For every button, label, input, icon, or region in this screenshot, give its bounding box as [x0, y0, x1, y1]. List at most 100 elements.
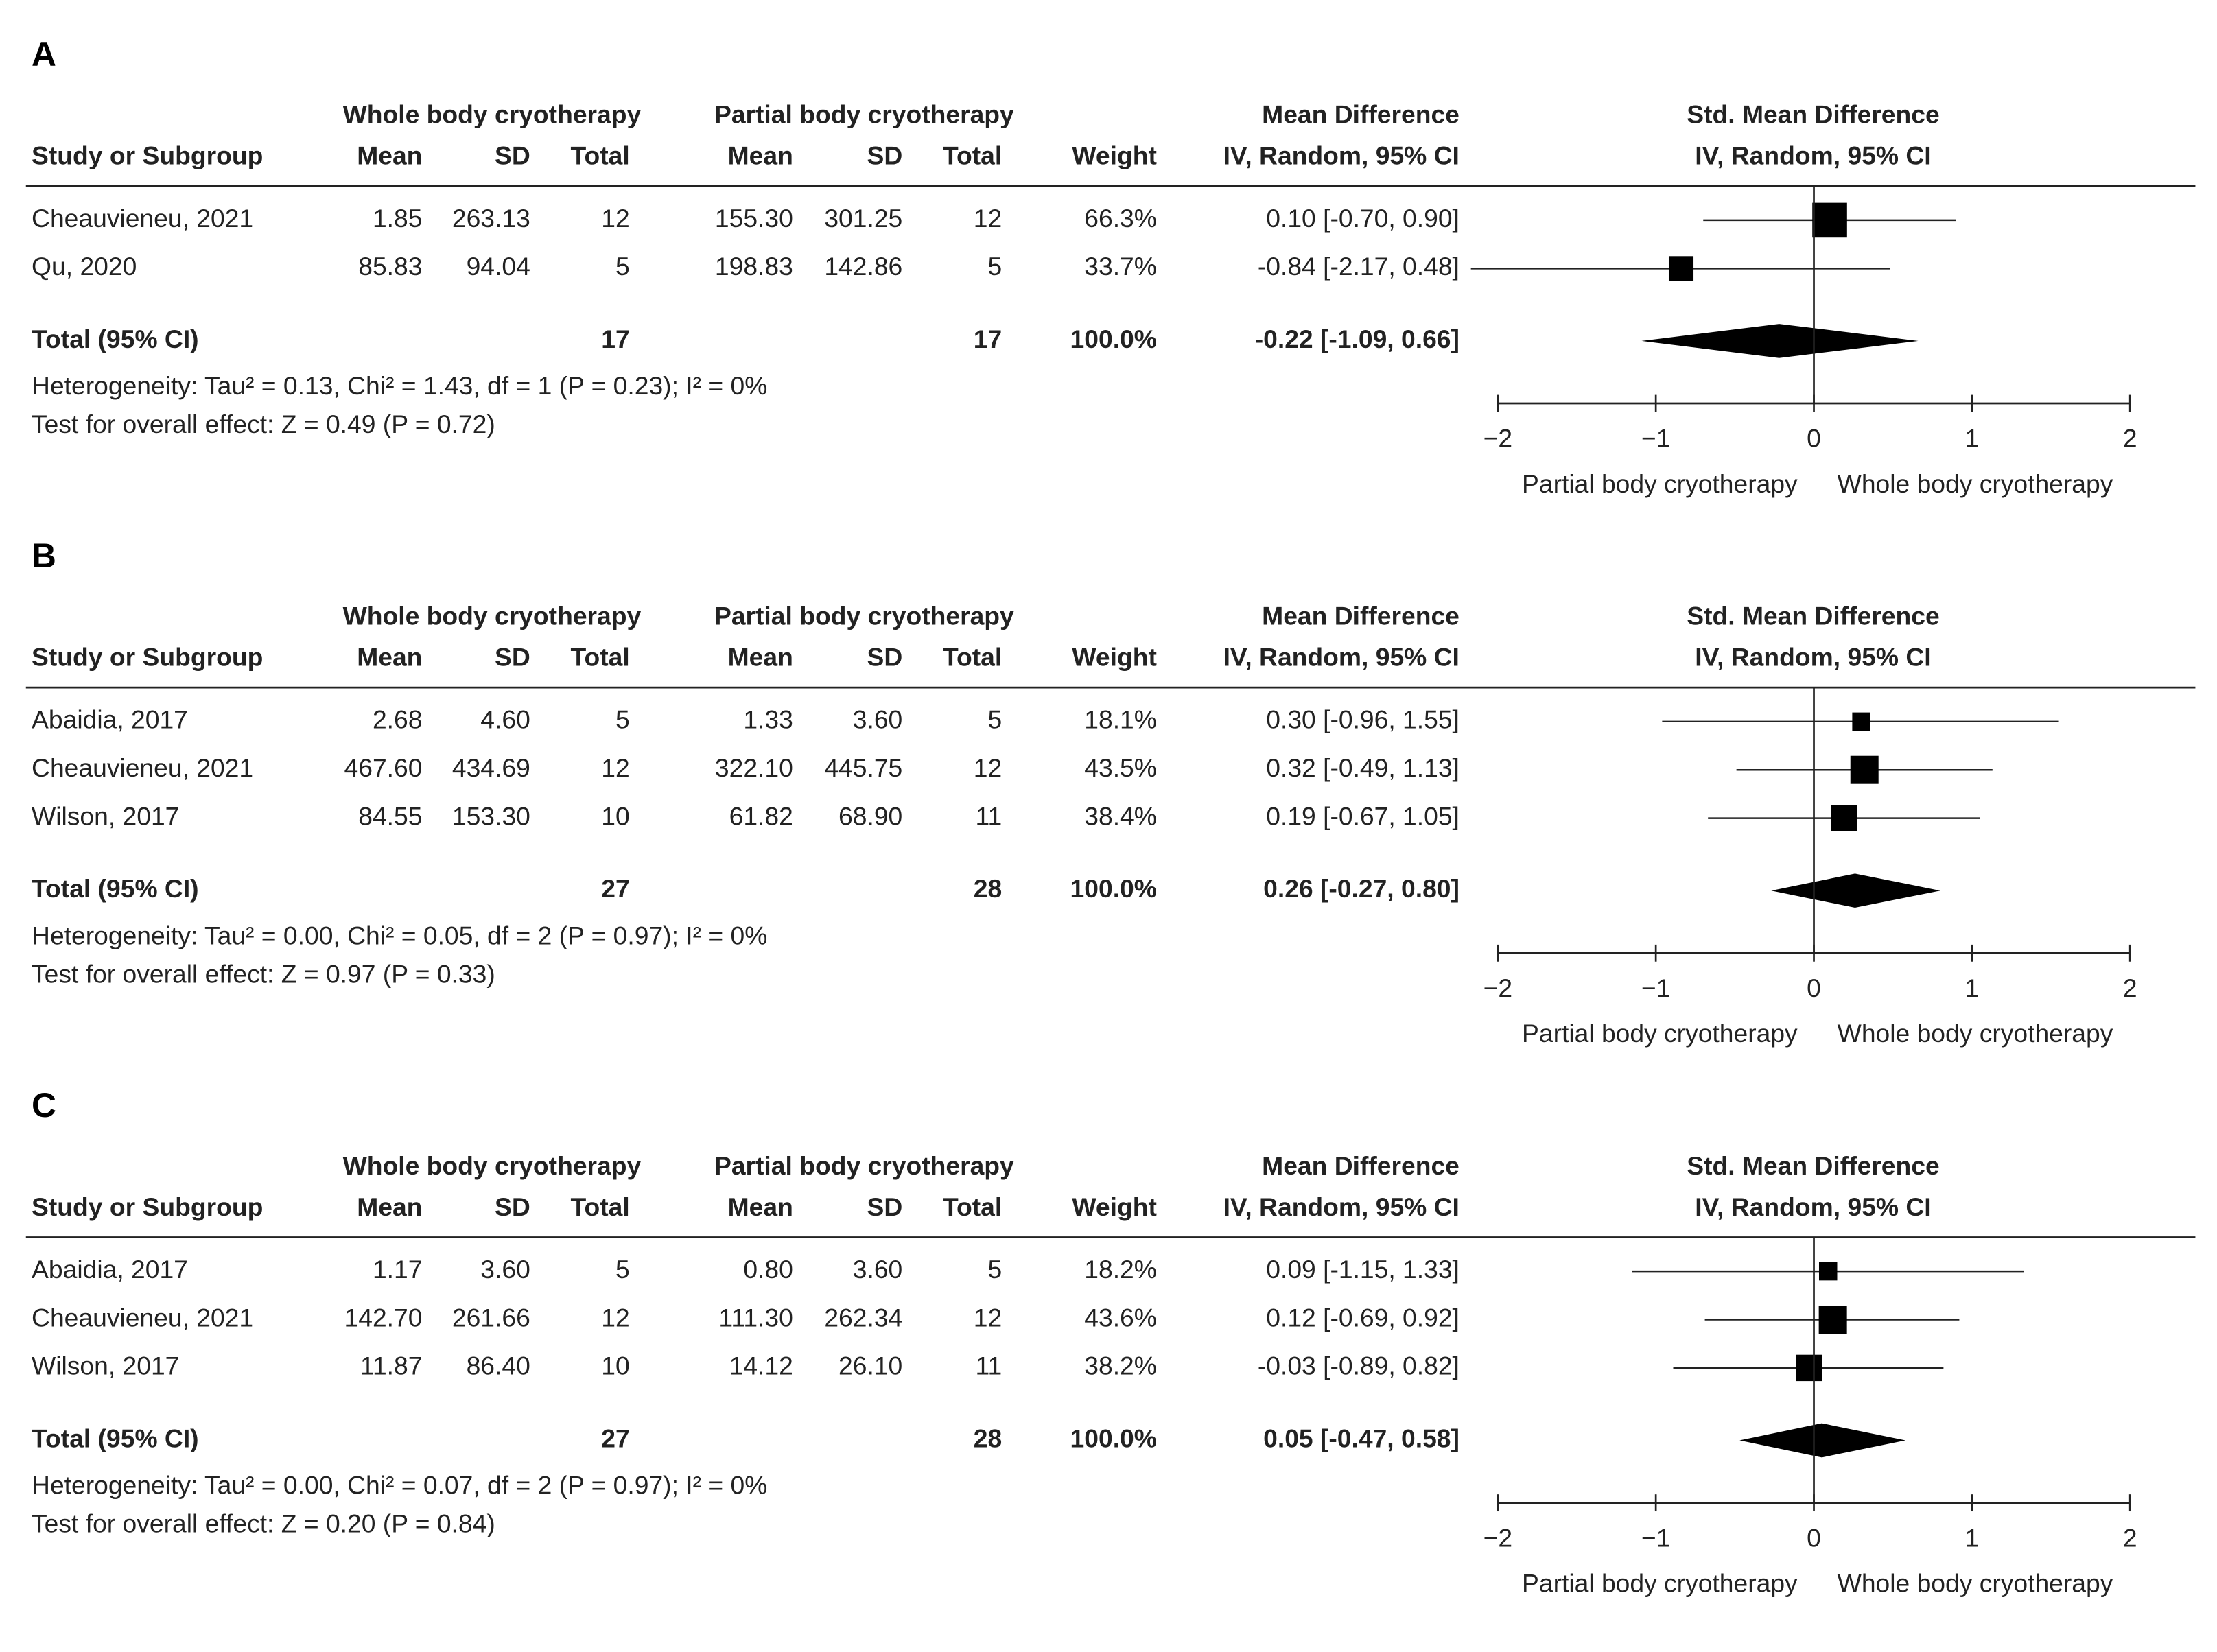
table-cell: 1.33	[743, 705, 793, 734]
column-header: SD	[867, 141, 903, 170]
effect-square	[1812, 202, 1847, 238]
table-cell: 445.75	[824, 753, 902, 782]
column-header: Total	[943, 643, 1002, 672]
table-cell: 84.55	[358, 801, 422, 830]
x-tick-label: −2	[1483, 424, 1512, 453]
effect-square	[1852, 712, 1870, 731]
plot-header: Std. Mean Difference	[1687, 100, 1939, 129]
column-header: Study or Subgroup	[32, 643, 263, 672]
effect-ci: 0.09 [-1.15, 1.33]	[1266, 1255, 1459, 1284]
total-n: 17	[601, 324, 629, 353]
total-ci: -0.22 [-1.09, 0.66]	[1255, 324, 1459, 353]
study-name: Wilson, 2017	[32, 1352, 179, 1380]
total-label: Total (95% CI)	[32, 874, 199, 903]
table-cell: 5	[987, 1255, 1002, 1284]
x-tick-label: 1	[1964, 1523, 1979, 1552]
plot-header: IV, Random, 95% CI	[1695, 1192, 1931, 1221]
study-name: Cheauvieneu, 2021	[32, 1303, 253, 1332]
column-header: Mean	[357, 141, 422, 170]
table-cell: 155.30	[715, 204, 793, 233]
total-ci: 0.05 [-0.47, 0.58]	[1263, 1424, 1459, 1452]
table-cell: 4.60	[480, 705, 530, 734]
weight: 18.1%	[1084, 705, 1157, 734]
x-tick-label: 0	[1807, 1523, 1821, 1552]
group-header: Partial body cryotherapy	[714, 1151, 1014, 1180]
table-cell: 11	[976, 801, 1002, 830]
table-cell: 111.30	[718, 1303, 793, 1332]
total-n: 27	[601, 874, 629, 903]
column-header: SD	[495, 1192, 530, 1221]
group-header: Whole body cryotherapy	[343, 602, 642, 630]
table-cell: 12	[974, 753, 1002, 782]
x-tick-label: 1	[1964, 974, 1979, 1002]
table-cell: 10	[601, 801, 629, 830]
table-cell: 142.86	[824, 252, 902, 281]
heterogeneity: Heterogeneity: Tau² = 0.00, Chi² = 0.07,…	[32, 1471, 767, 1500]
weight: 43.5%	[1084, 753, 1157, 782]
effect-header: Mean Difference	[1262, 1151, 1459, 1180]
x-tick-label: −1	[1641, 424, 1670, 453]
total-label: Total (95% CI)	[32, 1424, 199, 1452]
table-cell: 467.60	[344, 753, 423, 782]
x-tick-label: −2	[1483, 974, 1512, 1002]
pooled-diamond	[1771, 873, 1940, 908]
table-cell: 153.30	[452, 801, 530, 830]
table-cell: 12	[601, 1303, 629, 1332]
column-header: SD	[495, 141, 530, 170]
column-header: SD	[867, 1192, 903, 1221]
total-n: 28	[974, 1424, 1002, 1452]
weight: 43.6%	[1084, 1303, 1157, 1332]
x-label-right: Whole body cryotherapy	[1838, 1569, 2113, 1598]
effect-square	[1850, 755, 1879, 784]
group-header: Partial body cryotherapy	[714, 100, 1014, 129]
effect-square	[1796, 1354, 1822, 1382]
table-cell: 0.80	[743, 1255, 793, 1284]
total-weight: 100.0%	[1070, 1424, 1157, 1452]
effect-square	[1818, 1262, 1838, 1281]
heterogeneity: Heterogeneity: Tau² = 0.00, Chi² = 0.05,…	[32, 921, 767, 949]
effect-square	[1818, 1305, 1847, 1334]
column-header: Mean	[728, 643, 793, 672]
table-cell: 434.69	[452, 753, 530, 782]
table-cell: 1.85	[373, 204, 422, 233]
x-tick-label: −2	[1483, 1523, 1512, 1552]
table-cell: 10	[601, 1352, 629, 1380]
overall-effect: Test for overall effect: Z = 0.49 (P = 0…	[32, 410, 495, 438]
table-cell: 5	[615, 1255, 630, 1284]
study-name: Qu, 2020	[32, 252, 137, 281]
study-name: Cheauvieneu, 2021	[32, 204, 253, 233]
table-cell: 85.83	[358, 252, 422, 281]
column-header: Weight	[1072, 1192, 1156, 1221]
group-header: Whole body cryotherapy	[343, 1151, 642, 1180]
total-n: 17	[974, 324, 1002, 353]
weight: 38.4%	[1084, 801, 1157, 830]
effect-square	[1668, 256, 1694, 281]
weight: 38.2%	[1084, 1352, 1157, 1380]
column-header: Total	[943, 1192, 1002, 1221]
column-header: Total	[943, 141, 1002, 170]
plot-header: Std. Mean Difference	[1687, 602, 1939, 630]
table-cell: 11.87	[360, 1352, 422, 1380]
total-ci: 0.26 [-0.27, 0.80]	[1263, 874, 1459, 903]
table-cell: 94.04	[467, 252, 530, 281]
weight: 66.3%	[1084, 204, 1157, 233]
table-cell: 262.34	[824, 1303, 902, 1332]
total-n: 28	[974, 874, 1002, 903]
table-cell: 5	[987, 252, 1002, 281]
weight: 33.7%	[1084, 252, 1157, 281]
table-cell: 26.10	[838, 1352, 902, 1380]
effect-ci: 0.19 [-0.67, 1.05]	[1266, 801, 1459, 830]
heterogeneity: Heterogeneity: Tau² = 0.13, Chi² = 1.43,…	[32, 371, 767, 400]
column-header: Mean	[728, 141, 793, 170]
panel-label: B	[32, 536, 56, 575]
table-cell: 14.12	[729, 1352, 793, 1380]
study-name: Abaidia, 2017	[32, 1255, 188, 1284]
column-header: Mean	[357, 643, 422, 672]
plot-header: IV, Random, 95% CI	[1695, 141, 1931, 170]
table-cell: 198.83	[715, 252, 793, 281]
panel-label: C	[32, 1086, 56, 1124]
x-tick-label: 2	[2123, 1523, 2137, 1552]
total-weight: 100.0%	[1070, 874, 1157, 903]
effect-header: IV, Random, 95% CI	[1223, 1192, 1459, 1221]
column-header: Total	[571, 141, 630, 170]
